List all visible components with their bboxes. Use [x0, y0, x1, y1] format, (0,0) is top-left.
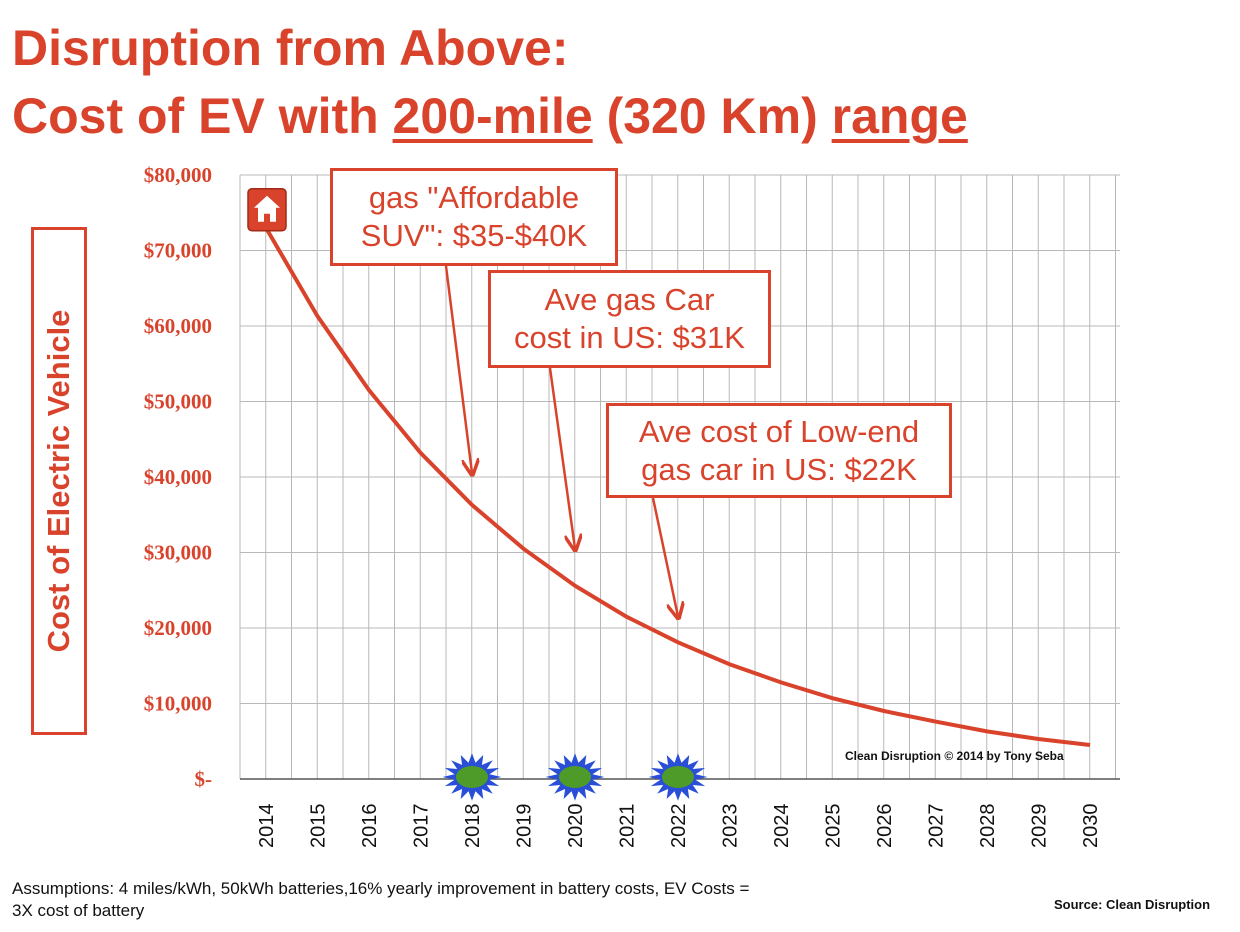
chart-credit: Clean Disruption © 2014 by Tony Seba — [845, 749, 1064, 763]
green-starburst-icon — [442, 753, 502, 801]
x-tick-label: 2025 — [823, 804, 845, 849]
y-axis-ticks: $- $10,000 $20,000 $30,000 $40,000 $50,000 $60… — [144, 163, 212, 791]
x-tick-label: 2028 — [977, 804, 999, 849]
y-tick-label: $20,000 — [144, 616, 212, 640]
x-tick-label: 2027 — [926, 804, 948, 849]
annotation-average-gas-car: Ave gas Car cost in US: $31K — [488, 270, 771, 368]
annotation-affordable-suv: gas "Affordable SUV": $35-$40K — [330, 168, 618, 266]
green-starburst-icon — [648, 753, 708, 801]
x-tick-label: 2020 — [565, 804, 587, 849]
y-tick-label: $40,000 — [144, 465, 212, 489]
x-tick-label: 2017 — [411, 804, 433, 849]
y-tick-label: $30,000 — [144, 541, 212, 565]
y-axis-label-box — [31, 227, 87, 735]
annotation-arrow — [444, 265, 472, 473]
x-tick-label: 2016 — [359, 804, 381, 849]
home-icon — [247, 188, 287, 232]
annotation-arrow — [548, 367, 575, 549]
y-tick-label: $80,000 — [144, 163, 212, 187]
chart-markers — [247, 188, 708, 801]
y-tick-label: $- — [195, 767, 213, 791]
x-axis-ticks: 2014 2015 2016 2017 2018 2019 2020 2021 2022 2023… — [256, 804, 1102, 849]
y-tick-label: $50,000 — [144, 390, 212, 414]
green-starburst-icon — [545, 753, 605, 801]
annotation-arrows — [444, 265, 678, 616]
ev-cost-curve — [264, 226, 1091, 747]
title-line-2: Cost of EV with 200-mile (320 Km) range — [12, 88, 968, 144]
x-tick-label: 2024 — [771, 804, 793, 849]
y-tick-label: $70,000 — [144, 239, 212, 263]
title-line-1: Disruption from Above: — [12, 20, 569, 76]
title-range-word: range — [831, 88, 968, 144]
x-tick-label: 2019 — [514, 804, 536, 849]
x-tick-label: 2023 — [720, 804, 742, 849]
x-tick-label: 2018 — [462, 804, 484, 849]
x-tick-label: 2015 — [308, 804, 330, 849]
annotation-low-end-gas-car: Ave cost of Low-end gas car in US: $22K — [606, 403, 952, 498]
annotation-arrow — [651, 497, 678, 616]
x-tick-label: 2014 — [256, 804, 278, 849]
x-tick-label: 2026 — [874, 804, 896, 849]
title-range-km: (320 Km) — [592, 88, 832, 144]
assumptions-note: Assumptions: 4 miles/kWh, 50kWh batterie… — [12, 879, 750, 920]
x-tick-label: 2030 — [1080, 804, 1102, 849]
title-range-miles: 200-mile — [392, 88, 593, 144]
x-tick-label: 2029 — [1029, 804, 1051, 849]
y-tick-label: $10,000 — [144, 692, 212, 716]
source-note: Source: Clean Disruption — [1054, 897, 1211, 912]
y-tick-label: $60,000 — [144, 314, 212, 338]
x-tick-label: 2022 — [668, 804, 690, 849]
x-tick-label: 2021 — [617, 804, 639, 849]
title-prefix: Cost of EV with — [12, 88, 393, 144]
